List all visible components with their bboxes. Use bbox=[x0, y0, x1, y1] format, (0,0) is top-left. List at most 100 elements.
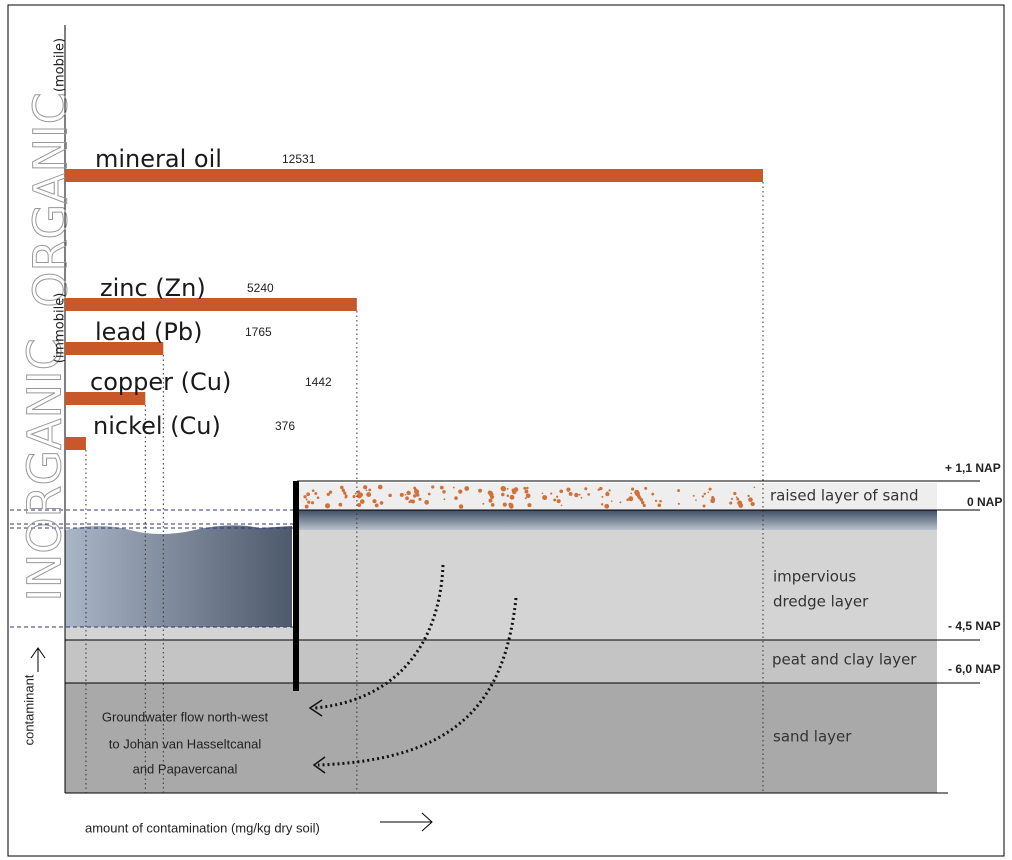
sand-dot bbox=[502, 502, 507, 507]
sand-dot bbox=[628, 496, 634, 502]
sand-dot bbox=[736, 497, 740, 501]
sand-dot bbox=[452, 486, 455, 489]
sand-dot bbox=[527, 503, 532, 508]
sand-dot bbox=[356, 490, 361, 494]
sand-dot bbox=[352, 495, 356, 499]
sand-dot bbox=[344, 493, 347, 495]
sand-dot bbox=[464, 486, 470, 491]
sand-dot bbox=[750, 501, 755, 507]
sand-dot bbox=[599, 486, 603, 491]
bar bbox=[65, 392, 146, 405]
sand-dot bbox=[524, 489, 529, 494]
sand-dot bbox=[556, 499, 561, 504]
sand-dot bbox=[345, 496, 348, 498]
sand-dot bbox=[404, 493, 407, 496]
sand-dot bbox=[526, 486, 529, 490]
bar bbox=[65, 342, 164, 355]
sand-dot bbox=[366, 492, 372, 498]
sand-dot bbox=[305, 498, 308, 501]
sand-dot bbox=[708, 487, 712, 491]
sand-dot bbox=[324, 503, 331, 509]
sand-dot bbox=[559, 489, 564, 494]
sand-dot bbox=[608, 489, 611, 492]
sand-dot bbox=[374, 503, 379, 508]
sand-dot bbox=[604, 503, 610, 509]
mobile-label: (mobile) bbox=[53, 38, 68, 92]
sand-dot bbox=[659, 499, 662, 503]
sand-dot bbox=[314, 492, 318, 495]
frame bbox=[7, 4, 1005, 857]
sand-dot bbox=[358, 492, 364, 498]
sand-dot bbox=[733, 491, 737, 496]
sand-dot bbox=[377, 484, 383, 490]
bar-label: copper (Cu) bbox=[90, 368, 231, 396]
sand-dot bbox=[316, 496, 320, 500]
y-arrow bbox=[30, 647, 46, 672]
canal-bottom bbox=[65, 627, 297, 640]
level-label: 0 NAP bbox=[967, 495, 1002, 509]
sand-dot bbox=[306, 492, 311, 497]
dashed-lines bbox=[10, 509, 297, 628]
organic-label: ORGANIC bbox=[24, 92, 78, 307]
sand-dot bbox=[641, 500, 645, 505]
sand-dot bbox=[654, 499, 658, 503]
inorganic-label: INORGANIC bbox=[18, 338, 72, 601]
sand-dot bbox=[710, 498, 716, 504]
sand-dot bbox=[574, 492, 579, 498]
layer-label: impervious bbox=[773, 568, 856, 586]
level-label: - 4,5 NAP bbox=[948, 619, 1001, 633]
level-label: - 6,0 NAP bbox=[948, 662, 1001, 676]
bar-value: 1765 bbox=[245, 325, 272, 339]
sand-dot bbox=[365, 489, 368, 492]
sand-dot bbox=[511, 503, 514, 506]
sand-dot bbox=[524, 497, 527, 500]
sand-dot bbox=[458, 504, 464, 509]
sand-dot bbox=[677, 502, 680, 505]
sand-dot bbox=[566, 487, 571, 492]
sand-dot bbox=[560, 504, 563, 507]
sand-dot bbox=[601, 495, 604, 498]
sand-dot bbox=[584, 487, 588, 491]
sand-dot bbox=[488, 498, 493, 503]
sand-dot bbox=[490, 503, 495, 507]
sand-dot bbox=[326, 492, 330, 497]
sand-dot bbox=[506, 494, 510, 498]
sand-dot bbox=[580, 496, 583, 499]
bar-label: lead (Pb) bbox=[95, 318, 202, 346]
sand-dot bbox=[406, 491, 410, 495]
sand-dot bbox=[605, 492, 610, 497]
impervious-layer bbox=[297, 530, 937, 640]
sand-dot bbox=[368, 488, 372, 492]
drop-lines bbox=[85, 182, 764, 793]
sand-dot bbox=[424, 499, 430, 505]
water-band bbox=[297, 510, 937, 530]
sand-dot bbox=[363, 485, 368, 490]
sand-dot bbox=[489, 492, 494, 497]
sand-layer bbox=[65, 683, 937, 793]
sand-dot bbox=[478, 488, 483, 493]
sand-dot bbox=[526, 494, 531, 498]
sand-dot bbox=[304, 504, 309, 509]
sand-dot bbox=[339, 504, 343, 507]
sand-dot bbox=[568, 491, 573, 496]
sand-dot bbox=[619, 501, 622, 504]
sand-dot bbox=[311, 489, 315, 492]
sand-dot bbox=[399, 492, 404, 497]
sand-dot bbox=[730, 497, 734, 500]
sand-dot bbox=[482, 502, 485, 505]
sand-dot bbox=[427, 492, 431, 496]
sand-dot bbox=[695, 499, 697, 501]
sand-dot bbox=[701, 495, 705, 498]
arrow-heads bbox=[308, 699, 326, 774]
sand-dot bbox=[354, 492, 357, 495]
bar-label: nickel (Cu) bbox=[93, 412, 221, 440]
layer-label: dredge layer bbox=[773, 593, 869, 611]
sand-dot bbox=[630, 492, 633, 495]
sand-dot bbox=[735, 496, 738, 499]
sand-dot bbox=[372, 499, 377, 504]
sand-dot bbox=[657, 503, 662, 508]
sand-dot bbox=[509, 494, 515, 500]
level-label: + 1,1 NAP bbox=[945, 461, 1001, 475]
layer-label: sand layer bbox=[773, 728, 852, 746]
sand-dot bbox=[413, 494, 417, 498]
